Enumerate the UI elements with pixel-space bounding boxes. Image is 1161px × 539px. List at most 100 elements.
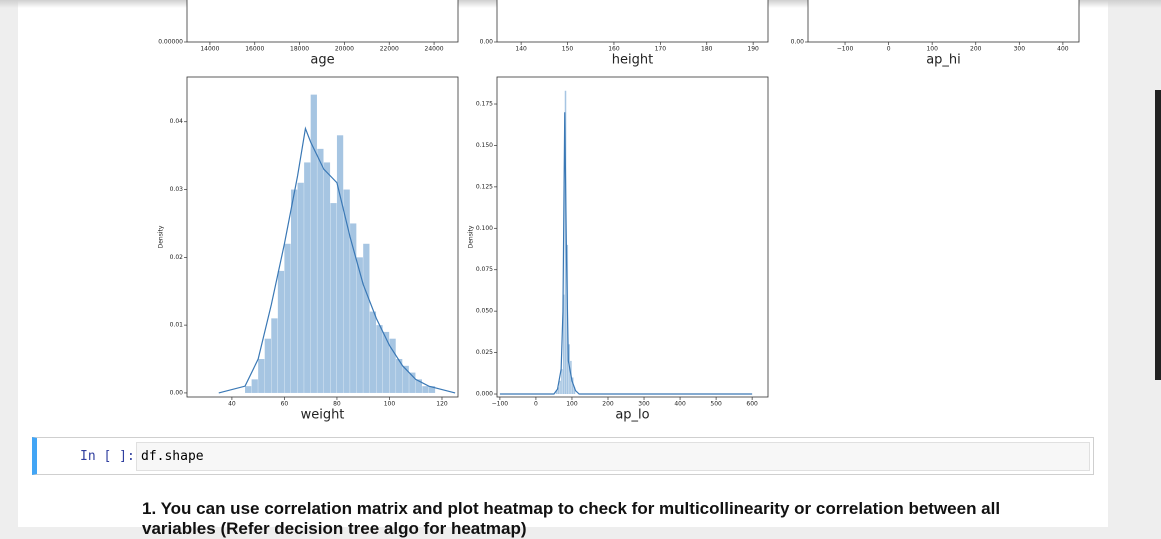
y-tick-label: 0.04: [170, 118, 184, 125]
y-tick-label: 0.00: [791, 39, 805, 46]
x-tick-label: 400: [674, 401, 686, 408]
histogram-bar: [396, 359, 403, 393]
x-tick-label: 170: [655, 46, 667, 53]
histogram-bar: [422, 386, 429, 393]
charts: 14000 16000 18000 20000 22000 240000.00000age…: [158, 0, 1080, 423]
y-tick-label: 0.100: [476, 225, 493, 232]
histogram-bar: [402, 365, 409, 393]
histogram-bar: [562, 294, 565, 395]
y-tick-label: 0.150: [476, 142, 493, 149]
histogram-bar: [356, 257, 363, 393]
x-tick-label: 16000: [245, 46, 264, 53]
histogram-bar: [350, 223, 357, 393]
kde-line: [499, 112, 753, 395]
y-tick-label: 0.03: [170, 186, 184, 193]
y-tick-label: 0.075: [476, 266, 493, 273]
histogram-bar: [561, 369, 563, 395]
x-tick-label: 0: [887, 46, 891, 53]
histogram-bar: [571, 377, 574, 395]
x-tick-label: 22000: [380, 46, 399, 53]
x-tick-label: 60: [281, 401, 289, 408]
x-axis-label: height: [612, 53, 653, 68]
x-tick-label: 100: [384, 401, 396, 408]
histogram-bar: [564, 90, 567, 395]
markdown-cell: 1. You can use correlation matrix and pl…: [142, 499, 1000, 539]
x-tick-label: 0: [534, 401, 538, 408]
x-tick-label: 120: [436, 401, 448, 408]
histogram-bar: [389, 338, 396, 393]
x-tick-label: 14000: [200, 46, 219, 53]
x-tick-label: 190: [747, 46, 759, 53]
y-tick-label: 0.00: [170, 389, 184, 396]
x-tick-label: 200: [602, 401, 614, 408]
histogram-bar: [428, 386, 436, 393]
histogram-bar: [297, 182, 304, 393]
x-tick-label: 400: [1057, 46, 1069, 53]
x-tick-label: 100: [566, 401, 578, 408]
histogram-bar: [330, 203, 337, 393]
x-tick-label: 160: [608, 46, 620, 53]
histogram-bar: [555, 390, 558, 395]
histogram-bar: [245, 386, 252, 393]
y-tick-label: 0.025: [476, 349, 493, 356]
y-tick-label: 0.00: [480, 39, 494, 46]
x-tick-label: −100: [492, 401, 509, 408]
x-axis-label: ap_lo: [615, 408, 649, 423]
histogram-bar: [277, 270, 285, 393]
histogram-bar: [323, 162, 331, 393]
x-tick-label: 600: [746, 401, 758, 408]
y-axis-label: Density: [158, 225, 165, 248]
x-tick-label: 300: [638, 401, 650, 408]
x-tick-label: 40: [228, 401, 236, 408]
histogram-bar: [568, 344, 570, 395]
x-tick-label: 24000: [425, 46, 444, 53]
histogram-bar: [284, 243, 291, 393]
histogram-bar: [251, 379, 258, 393]
x-tick-label: 200: [970, 46, 982, 53]
histogram-bar: [573, 387, 576, 395]
histogram-bar: [336, 135, 344, 393]
histogram-bar: [290, 189, 298, 393]
y-tick-label: 0.000: [476, 391, 493, 398]
x-tick-label: 140: [515, 46, 527, 53]
plot-frame: [807, 0, 1080, 43]
code-input[interactable]: df.shape: [136, 442, 1090, 471]
side-panel: [1155, 90, 1161, 380]
code-cell[interactable]: [32, 437, 1094, 475]
histogram-bar: [343, 189, 350, 393]
histogram-bar: [317, 148, 324, 393]
x-axis-label: weight: [301, 408, 345, 423]
histogram-bar: [409, 372, 416, 393]
x-tick-label: −100: [837, 46, 854, 53]
cell-prompt: In [ ]:: [80, 449, 135, 464]
x-tick-label: 80: [333, 401, 341, 408]
histogram-bar: [310, 94, 317, 393]
histogram-bar: [415, 379, 422, 393]
y-tick-label: 0.00000: [158, 39, 183, 46]
y-tick-label: 0.175: [476, 101, 493, 108]
x-axis-label: ap_hi: [926, 53, 961, 68]
x-axis-label: age: [310, 53, 334, 68]
x-tick-label: 100: [926, 46, 938, 53]
plot-frame: [496, 0, 769, 43]
x-tick-label: 150: [562, 46, 574, 53]
markdown-line: variables (Refer decision tree algo for …: [142, 519, 527, 538]
y-tick-label: 0.050: [476, 308, 493, 315]
plot-frame: [496, 76, 769, 398]
kde-line: [218, 126, 456, 394]
histogram-bar: [559, 380, 561, 395]
y-tick-label: 0.02: [170, 254, 184, 261]
plot-frame: [186, 0, 459, 43]
x-tick-label: 300: [1014, 46, 1026, 53]
y-axis-label: Density: [468, 225, 475, 248]
histogram-bar: [264, 338, 271, 393]
histogram-bar: [557, 387, 560, 395]
histogram-bar: [382, 331, 390, 393]
y-tick-label: 0.125: [476, 183, 493, 190]
histogram-bar: [258, 359, 265, 393]
x-tick-label: 180: [701, 46, 713, 53]
y-tick-label: 0.01: [170, 322, 184, 329]
histogram-bar: [363, 243, 370, 393]
markdown-line: 1. You can use correlation matrix and pl…: [142, 499, 1001, 518]
